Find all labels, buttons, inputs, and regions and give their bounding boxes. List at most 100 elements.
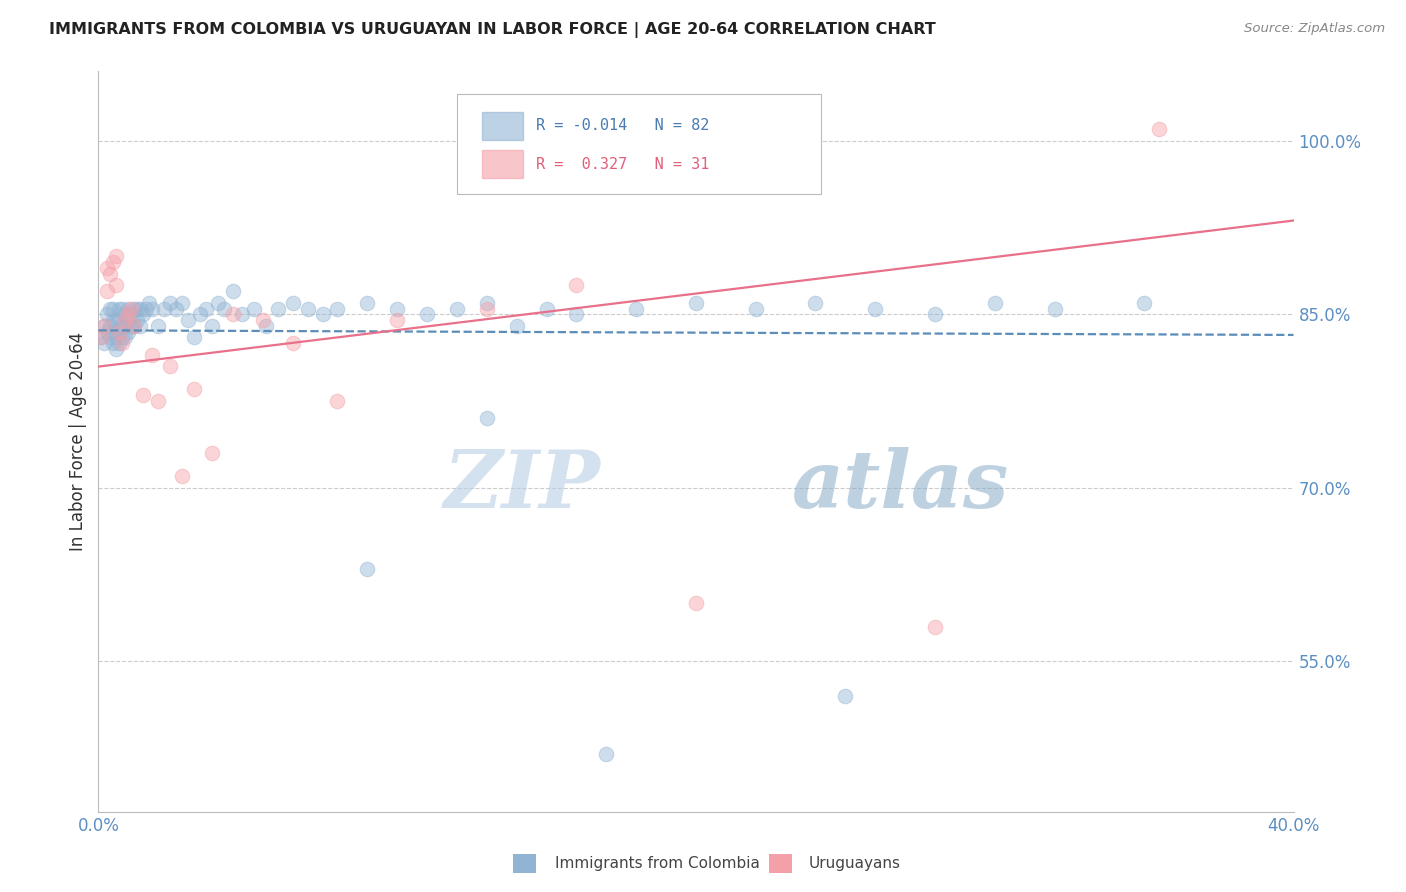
Point (984, 295, 1007, 310)
FancyBboxPatch shape (457, 94, 821, 194)
Point (201, 318, 224, 333)
Point (385, 301, 409, 316)
Point (93, 318, 115, 333)
Point (222, 307, 245, 321)
Point (148, 394, 170, 409)
Point (212, 301, 235, 316)
Point (446, 301, 468, 316)
Point (565, 278, 588, 293)
Point (111, 301, 134, 316)
Point (117, 301, 139, 316)
Point (506, 318, 529, 333)
Point (100, 301, 122, 316)
Point (117, 313, 139, 327)
Point (326, 301, 349, 316)
Point (96, 284, 118, 298)
Point (297, 301, 319, 316)
Y-axis label: In Labor Force | Age 20-64: In Labor Force | Age 20-64 (69, 332, 87, 551)
Point (834, 689, 856, 703)
Point (111, 330, 134, 344)
Point (114, 313, 136, 327)
Point (138, 295, 160, 310)
Point (100, 330, 122, 344)
Point (745, 301, 768, 316)
Point (105, 250, 128, 264)
Point (105, 330, 128, 344)
Point (103, 313, 125, 327)
Point (108, 325, 131, 339)
Point (536, 301, 558, 316)
Point (231, 307, 253, 321)
Point (105, 313, 128, 327)
Point (100, 318, 122, 333)
Text: Immigrants from Colombia: Immigrants from Colombia (555, 856, 761, 871)
Point (475, 295, 498, 310)
Point (172, 469, 194, 483)
Point (105, 342, 128, 356)
Point (108, 301, 131, 316)
Point (100, 267, 122, 281)
Point (804, 295, 827, 310)
FancyBboxPatch shape (482, 112, 523, 140)
Point (120, 318, 142, 333)
Text: R = -0.014   N = 82: R = -0.014 N = 82 (536, 119, 709, 134)
Point (114, 318, 136, 333)
Point (93, 318, 115, 333)
Point (475, 411, 498, 425)
Point (865, 301, 887, 316)
Point (117, 307, 139, 321)
Point (108, 313, 131, 327)
Point (127, 301, 149, 316)
Point (114, 307, 136, 321)
Point (124, 318, 146, 333)
Point (148, 318, 170, 333)
Point (252, 313, 274, 327)
Point (135, 301, 157, 316)
Point (254, 318, 277, 333)
Point (416, 307, 439, 321)
Point (90, 330, 112, 344)
Point (195, 301, 218, 316)
Point (188, 307, 211, 321)
Point (356, 295, 378, 310)
Point (105, 278, 128, 293)
Point (1043, 301, 1066, 316)
Point (177, 313, 200, 327)
Point (127, 313, 149, 327)
Text: ZIP: ZIP (443, 447, 600, 524)
Point (93, 336, 115, 351)
Point (201, 446, 224, 460)
Point (96, 307, 118, 321)
Text: R =  0.327   N = 31: R = 0.327 N = 31 (536, 157, 709, 172)
Point (165, 301, 187, 316)
Point (326, 394, 349, 409)
Point (207, 295, 229, 310)
Point (141, 301, 163, 316)
Point (172, 295, 194, 310)
Point (159, 359, 181, 374)
Point (103, 325, 125, 339)
Point (103, 301, 125, 316)
Point (117, 325, 139, 339)
Point (96, 325, 118, 339)
Point (267, 301, 290, 316)
Point (120, 301, 142, 316)
Text: Uruguayans: Uruguayans (808, 856, 900, 871)
Point (924, 620, 946, 634)
Point (103, 336, 125, 351)
Point (124, 301, 146, 316)
Point (108, 325, 131, 339)
Point (183, 330, 205, 344)
Point (153, 301, 176, 316)
Text: IMMIGRANTS FROM COLOMBIA VS URUGUAYAN IN LABOR FORCE | AGE 20-64 CORRELATION CHA: IMMIGRANTS FROM COLOMBIA VS URUGUAYAN IN… (49, 22, 936, 38)
Point (132, 388, 155, 402)
Point (1147, 122, 1170, 136)
FancyBboxPatch shape (482, 150, 523, 178)
Point (685, 597, 707, 611)
Point (565, 307, 588, 321)
Point (90, 330, 112, 344)
Point (96, 260, 118, 275)
Point (159, 295, 181, 310)
Point (356, 562, 378, 576)
Point (243, 301, 266, 316)
